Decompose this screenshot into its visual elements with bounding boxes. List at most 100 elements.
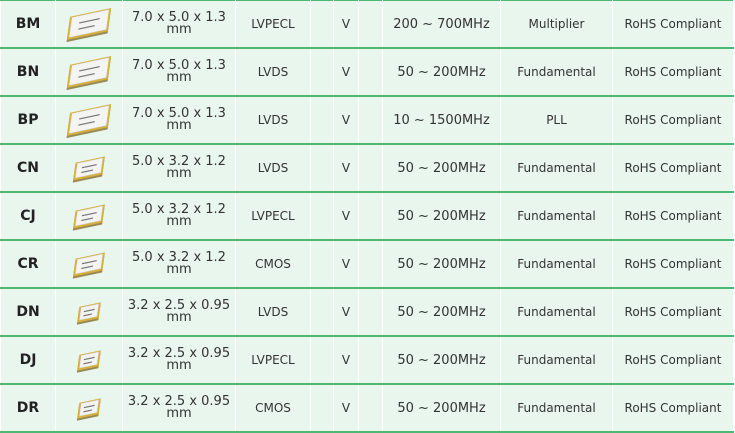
table-row: BN 7.0 x 5.0 x 1.3 mm LVDS V 50 ~ 200MHz … <box>0 48 734 97</box>
part-code: BN <box>0 48 56 97</box>
frequency-range: 50 ~ 200MHz <box>382 384 501 433</box>
package-size: 3.2 x 2.5 x 0.95 mm <box>122 288 236 337</box>
chip-icon <box>56 54 122 90</box>
table-row: CN 5.0 x 3.2 x 1.2 mm LVDS V 50 ~ 200MHz … <box>0 144 734 193</box>
size-dimensions: 5.0 x 3.2 x 1.2 <box>132 154 226 169</box>
voltage-mark: V <box>333 144 359 193</box>
table-row: BP 7.0 x 5.0 x 1.3 mm LVDS V 10 ~ 1500MHz… <box>0 96 734 145</box>
package-size: 3.2 x 2.5 x 0.95 mm <box>122 336 236 385</box>
part-code: CR <box>0 240 56 289</box>
output-type: CMOS <box>235 384 311 433</box>
frequency-range: 10 ~ 1500MHz <box>382 96 501 145</box>
chip-icon <box>56 153 122 184</box>
part-code: CN <box>0 144 56 193</box>
empty-cell <box>358 192 383 241</box>
empty-cell <box>310 336 334 385</box>
voltage-mark: V <box>333 240 359 289</box>
table-row: CJ 5.0 x 3.2 x 1.2 mm LVPECL V 50 ~ 200MH… <box>0 192 734 241</box>
chip-image-cell <box>55 192 123 241</box>
rohs-status: RoHS Compliant <box>612 288 734 337</box>
output-type: LVDS <box>235 288 311 337</box>
voltage-mark: V <box>333 0 359 49</box>
size-dimensions: 7.0 x 5.0 x 1.3 <box>132 10 226 25</box>
rohs-status: RoHS Compliant <box>612 192 734 241</box>
table-row: BM 7.0 x 5.0 x 1.3 mm LVPECL V 200 ~ 700M… <box>0 0 734 49</box>
package-size: 7.0 x 5.0 x 1.3 mm <box>122 48 236 97</box>
output-type: LVDS <box>235 96 311 145</box>
output-type: LVPECL <box>235 192 311 241</box>
oscillation-mode: PLL <box>500 96 613 145</box>
empty-cell <box>310 288 334 337</box>
package-size: 5.0 x 3.2 x 1.2 mm <box>122 144 236 193</box>
package-size: 5.0 x 3.2 x 1.2 mm <box>122 240 236 289</box>
oscillation-mode: Fundamental <box>500 144 613 193</box>
table-row: DJ 3.2 x 2.5 x 0.95 mm LVPECL V 50 ~ 200M… <box>0 336 734 385</box>
empty-cell <box>310 384 334 433</box>
voltage-mark: V <box>333 96 359 145</box>
size-unit: mm <box>166 214 192 229</box>
chip-image-cell <box>55 0 123 49</box>
part-code: DN <box>0 288 56 337</box>
rohs-status: RoHS Compliant <box>612 96 734 145</box>
size-dimensions: 3.2 x 2.5 x 0.95 <box>127 394 231 409</box>
oscillation-mode: Multiplier <box>500 0 613 49</box>
empty-cell <box>310 192 334 241</box>
chip-icon <box>56 346 122 375</box>
empty-cell <box>310 240 334 289</box>
empty-cell <box>310 48 334 97</box>
chip-image-cell <box>55 48 123 97</box>
chip-icon <box>56 249 122 280</box>
part-code: DJ <box>0 336 56 385</box>
oscillation-mode: Fundamental <box>500 48 613 97</box>
voltage-mark: V <box>333 384 359 433</box>
size-unit: mm <box>166 310 192 325</box>
chip-image-cell <box>55 144 123 193</box>
chip-icon <box>56 201 122 232</box>
package-size: 5.0 x 3.2 x 1.2 mm <box>122 192 236 241</box>
empty-cell <box>358 144 383 193</box>
empty-cell <box>310 96 334 145</box>
output-type: LVDS <box>235 48 311 97</box>
size-dimensions: 5.0 x 3.2 x 1.2 <box>132 250 226 265</box>
part-code: BM <box>0 0 56 49</box>
part-code: CJ <box>0 192 56 241</box>
size-unit: mm <box>166 22 192 37</box>
voltage-mark: V <box>333 288 359 337</box>
chip-icon <box>56 6 122 42</box>
empty-cell <box>358 384 383 433</box>
empty-cell <box>310 0 334 49</box>
output-type: LVPECL <box>235 336 311 385</box>
package-size: 7.0 x 5.0 x 1.3 mm <box>122 0 236 49</box>
voltage-mark: V <box>333 336 359 385</box>
size-dimensions: 3.2 x 2.5 x 0.95 <box>127 298 231 313</box>
empty-cell <box>358 288 383 337</box>
size-unit: mm <box>166 118 192 133</box>
size-unit: mm <box>166 406 192 421</box>
output-type: CMOS <box>235 240 311 289</box>
rohs-status: RoHS Compliant <box>612 384 734 433</box>
size-dimensions: 7.0 x 5.0 x 1.3 <box>132 106 226 121</box>
frequency-range: 50 ~ 200MHz <box>382 240 501 289</box>
size-dimensions: 3.2 x 2.5 x 0.95 <box>127 346 231 361</box>
rohs-status: RoHS Compliant <box>612 144 734 193</box>
empty-cell <box>358 240 383 289</box>
chip-image-cell <box>55 240 123 289</box>
part-code: DR <box>0 384 56 433</box>
chip-icon <box>56 298 122 327</box>
oscillation-mode: Fundamental <box>500 288 613 337</box>
package-size: 3.2 x 2.5 x 0.95 mm <box>122 384 236 433</box>
empty-cell <box>310 144 334 193</box>
voltage-mark: V <box>333 48 359 97</box>
oscillation-mode: Fundamental <box>500 336 613 385</box>
rohs-status: RoHS Compliant <box>612 0 734 49</box>
table-row: CR 5.0 x 3.2 x 1.2 mm CMOS V 50 ~ 200MHz … <box>0 240 734 289</box>
empty-cell <box>358 336 383 385</box>
oscillation-mode: Fundamental <box>500 240 613 289</box>
frequency-range: 50 ~ 200MHz <box>382 288 501 337</box>
frequency-range: 50 ~ 200MHz <box>382 48 501 97</box>
oscillation-mode: Fundamental <box>500 192 613 241</box>
chip-image-cell <box>55 288 123 337</box>
empty-cell <box>358 96 383 145</box>
part-code: BP <box>0 96 56 145</box>
